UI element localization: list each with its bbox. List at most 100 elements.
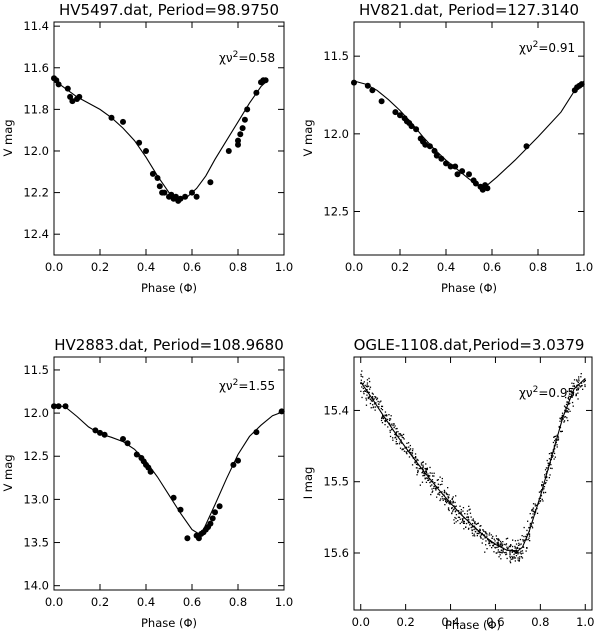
data-point — [447, 500, 449, 502]
data-point — [488, 541, 490, 543]
data-points — [51, 75, 269, 204]
data-point — [403, 450, 406, 452]
data-point — [555, 441, 557, 443]
data-point — [517, 550, 519, 553]
data-point — [438, 155, 445, 162]
data-point — [402, 437, 404, 439]
data-point — [515, 549, 517, 551]
data-point — [386, 418, 389, 421]
data-point — [412, 457, 415, 459]
data-point — [440, 491, 442, 494]
data-point — [120, 118, 126, 125]
data-point — [577, 389, 579, 391]
data-point — [380, 419, 383, 422]
data-point — [429, 466, 431, 469]
data-point — [491, 542, 493, 544]
data-point — [498, 543, 500, 545]
data-point — [455, 514, 458, 516]
data-point — [501, 552, 503, 554]
data-point — [477, 522, 479, 524]
data-point — [431, 484, 433, 486]
data-point — [454, 506, 456, 508]
data-point — [417, 464, 419, 466]
x-tick-label: 0.8 — [229, 260, 247, 274]
plot-frame — [53, 356, 285, 591]
data-point — [532, 513, 534, 515]
data-point — [473, 525, 476, 527]
data-point — [427, 475, 430, 477]
data-point — [497, 545, 499, 547]
data-point — [360, 390, 362, 392]
y-tick-label: 15.6 — [323, 546, 349, 560]
data-point — [502, 550, 504, 552]
data-point — [553, 452, 556, 455]
data-point — [416, 474, 418, 476]
data-point — [442, 499, 444, 501]
data-point — [253, 89, 260, 96]
data-point — [534, 511, 536, 513]
data-point — [553, 436, 556, 438]
data-point — [428, 478, 430, 480]
data-point — [397, 431, 399, 433]
data-point — [425, 468, 427, 471]
data-point — [412, 448, 414, 450]
data-point — [577, 392, 579, 394]
data-point — [161, 189, 168, 196]
data-point — [544, 482, 546, 485]
data-point — [566, 407, 568, 409]
data-point — [531, 517, 533, 519]
data-point — [573, 385, 576, 388]
data-point — [101, 431, 108, 438]
data-point — [463, 520, 465, 523]
data-point — [447, 496, 449, 498]
x-tick-label: 0.6 — [483, 260, 501, 274]
x-tick-label: 0.6 — [183, 595, 201, 609]
data-point — [462, 522, 465, 524]
data-point — [437, 483, 439, 485]
data-point — [483, 534, 485, 537]
data-point — [512, 550, 515, 552]
data-point — [493, 538, 495, 540]
data-point — [422, 470, 424, 473]
data-point — [573, 379, 576, 381]
data-point — [480, 533, 483, 535]
data-point — [553, 444, 556, 447]
data-point — [469, 524, 471, 526]
data-point — [375, 397, 377, 399]
data-point — [467, 528, 470, 530]
data-point — [564, 411, 566, 413]
data-point — [576, 384, 578, 387]
data-point — [525, 537, 528, 539]
data-point — [365, 385, 368, 388]
data-point — [448, 494, 450, 496]
data-point — [453, 519, 455, 521]
data-point — [457, 516, 460, 518]
data-point — [124, 440, 131, 447]
data-point — [502, 541, 504, 543]
data-point — [411, 455, 414, 457]
data-point — [464, 513, 466, 515]
data-point — [410, 451, 412, 454]
data-point — [531, 510, 533, 512]
data-point — [390, 415, 392, 417]
data-point — [415, 460, 417, 462]
data-point — [388, 414, 390, 416]
x-tick-label: 0.0 — [45, 260, 63, 274]
data-point — [468, 505, 470, 507]
data-point — [364, 390, 366, 392]
data-point — [431, 479, 434, 481]
data-point — [237, 131, 244, 138]
data-point — [193, 193, 200, 200]
data-point — [443, 160, 449, 167]
data-point — [528, 530, 530, 533]
x-tick-label: 0.2 — [91, 595, 109, 609]
data-point — [241, 116, 248, 123]
data-point — [525, 539, 528, 541]
data-point — [372, 398, 374, 400]
data-point — [422, 475, 424, 477]
data-point — [504, 552, 506, 554]
data-point — [253, 429, 260, 436]
data-point — [523, 143, 530, 150]
data-point — [177, 195, 184, 202]
data-point — [428, 475, 430, 477]
